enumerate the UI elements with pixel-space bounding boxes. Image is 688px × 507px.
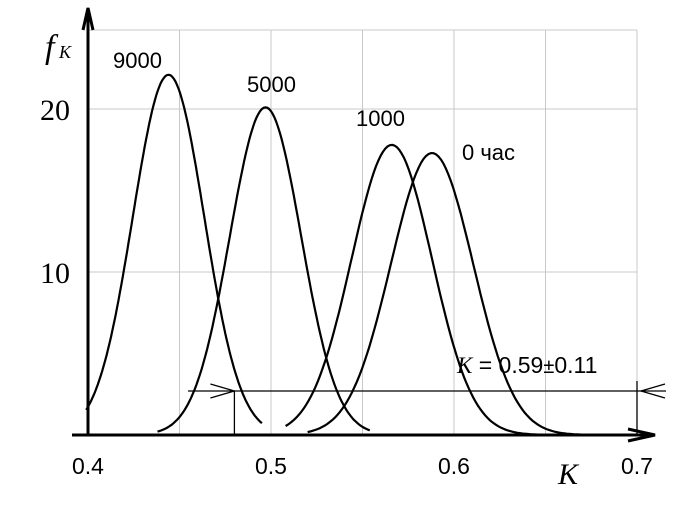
y-axis-label-subscript: K [58, 42, 72, 62]
annotation-pm: ± [543, 356, 554, 378]
series-group [85, 73, 605, 437]
y-axis-label: f [45, 29, 59, 66]
series-curve-1 [157, 106, 371, 433]
axes [72, 7, 656, 443]
series-curve-3 [307, 151, 605, 437]
x-tick-label: 0.6 [438, 453, 470, 479]
series-label: 1000 [356, 106, 405, 131]
x-tick-label: 0.4 [72, 453, 104, 479]
series-label: 9000 [113, 48, 162, 73]
y-tick-label: 10 [40, 257, 70, 290]
series-label: 5000 [247, 72, 296, 97]
series-curve-2 [285, 143, 564, 437]
interval-arrow-right [638, 383, 666, 399]
annotation [188, 380, 666, 435]
grid [88, 29, 638, 435]
interval-arrow-left [210, 383, 237, 399]
x-tick-label: 0.7 [621, 453, 653, 479]
x-axis-label: K [557, 458, 580, 491]
annotation-error: 0.11 [554, 352, 597, 378]
series-curve-0 [85, 73, 263, 425]
y-axis-arrow [81, 7, 95, 31]
interval-annotation: K = 0.59±0.11 [456, 352, 597, 378]
annotation-value: = 0.59 [472, 352, 543, 378]
x-tick-label: 0.5 [255, 453, 287, 479]
annotation-var: K [456, 353, 474, 378]
series-label: 0 час [462, 140, 515, 165]
y-tick-label: 20 [40, 94, 70, 127]
